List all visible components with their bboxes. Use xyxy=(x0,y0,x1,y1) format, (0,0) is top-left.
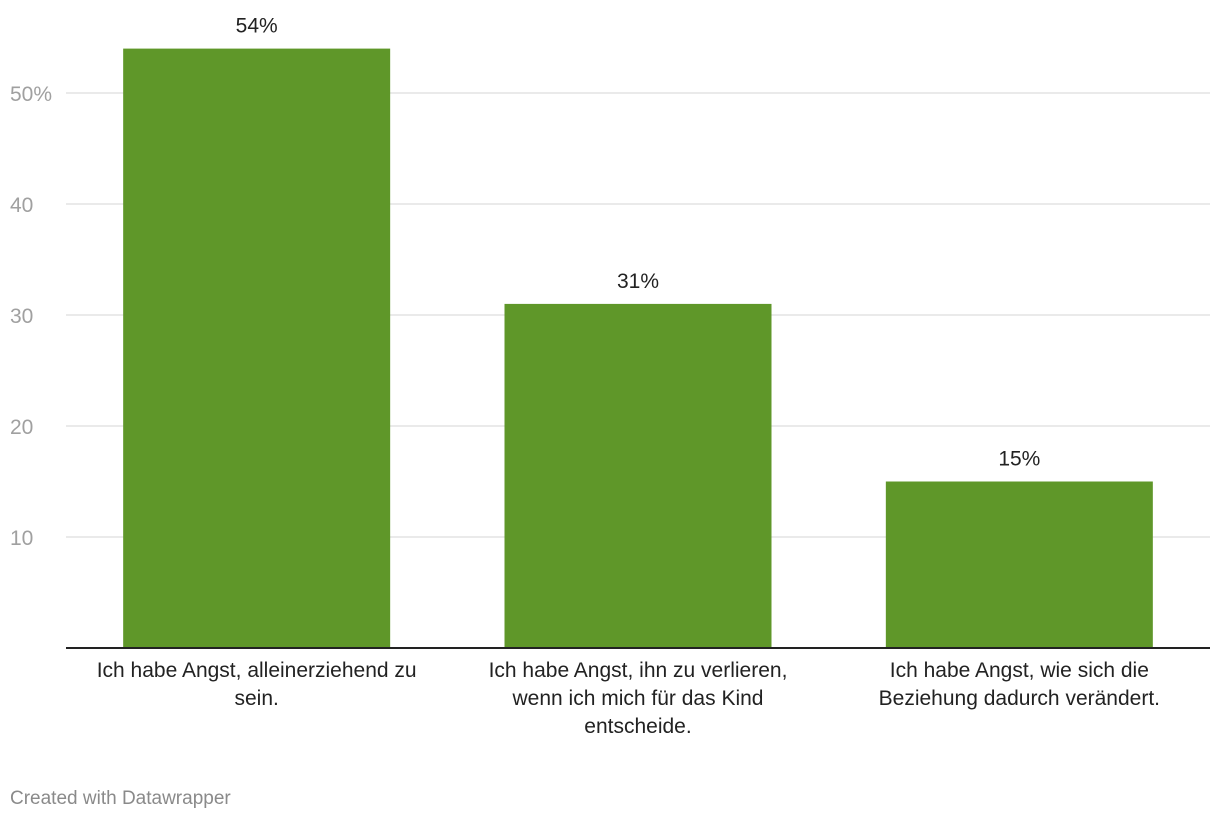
y-tick-label: 50% xyxy=(10,83,52,106)
credit-text: Created with Datawrapper xyxy=(10,788,231,809)
bar-value-label: 31% xyxy=(617,270,659,293)
bar xyxy=(885,481,1153,648)
y-tick-label: 40 xyxy=(10,194,33,217)
y-tick-label: 30 xyxy=(10,305,33,328)
y-tick-label: 20 xyxy=(10,416,33,439)
bar-value-label: 15% xyxy=(998,448,1040,471)
bar-value-label: 54% xyxy=(236,15,278,38)
value-labels: 54% 31% 15% xyxy=(236,15,1041,471)
y-tick-label: 10 xyxy=(10,527,33,550)
category-label: Ich habe Angst, ihn zu verlieren, wenn i… xyxy=(488,659,788,738)
bars xyxy=(123,48,1153,649)
category-label: Ich habe Angst, wie sich die Beziehung d… xyxy=(878,659,1160,710)
bar xyxy=(123,48,391,649)
bar xyxy=(504,303,772,648)
category-label: Ich habe Angst, alleinerziehend zu sein. xyxy=(96,659,417,710)
